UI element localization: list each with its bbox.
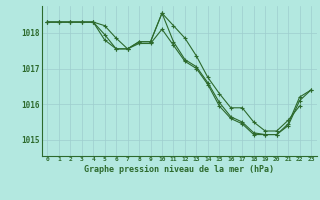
X-axis label: Graphe pression niveau de la mer (hPa): Graphe pression niveau de la mer (hPa): [84, 165, 274, 174]
